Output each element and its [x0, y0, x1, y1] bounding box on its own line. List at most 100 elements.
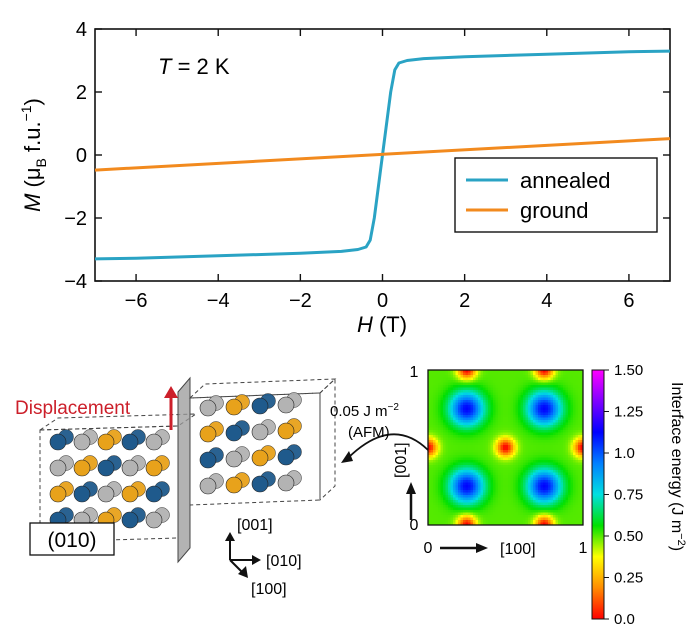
heatmap-cells: [428, 370, 583, 525]
heatmap-cell: [450, 415, 454, 418]
heatmap-cell: [568, 445, 571, 448]
heatmap-cell: [533, 392, 536, 396]
heatmap-cell: [465, 522, 469, 525]
heatmap-cell: [480, 422, 484, 426]
heatmap-cell: [480, 370, 484, 373]
heatmap-cell: [520, 400, 524, 403]
heatmap-cell: [450, 377, 454, 381]
heatmap-cell: [455, 390, 459, 393]
heatmap-cell: [438, 497, 441, 501]
heatmap-cell: [525, 400, 529, 403]
heatmap-cell: [555, 467, 559, 471]
heatmap-cell: [460, 462, 464, 466]
heatmap-cell: [523, 442, 526, 446]
heatmap-cell: [445, 380, 449, 383]
heatmap-cell: [438, 472, 441, 476]
heatmap-cell: [463, 505, 466, 508]
heatmap-cell: [465, 442, 469, 446]
heatmap-cell: [555, 502, 559, 506]
heatmap-cell: [513, 447, 516, 451]
heatmap-cell: [560, 412, 564, 416]
heatmap-cell: [510, 420, 514, 423]
heatmap-cell: [490, 372, 494, 376]
heatmap-cell: [575, 485, 579, 488]
heatmap-cell: [560, 430, 564, 433]
heatmap-cell: [465, 427, 469, 431]
heatmap-cell: [470, 405, 474, 408]
heatmap-cell: [438, 452, 441, 456]
heatmap-cell: [453, 455, 456, 458]
heatmap-cell: [530, 482, 534, 486]
heatmap-cell: [505, 430, 509, 433]
heatmap-cell: [533, 490, 536, 493]
heatmap-cell: [448, 497, 451, 501]
heatmap-cell: [508, 435, 511, 438]
heatmap-cell: [573, 485, 576, 488]
heatmap-cell: [468, 377, 471, 381]
heatmap-cell: [440, 505, 444, 508]
heatmap-cell: [463, 487, 466, 491]
heatmap-cell: [473, 445, 476, 448]
heatmap-cell: [545, 520, 549, 523]
heatmap-cell: [508, 380, 511, 383]
heatmap-cell: [500, 520, 504, 523]
heatmap-cell: [500, 407, 504, 411]
heatmap-cell: [475, 447, 479, 451]
heatmap-cell: [445, 492, 449, 496]
heatmap-cell: [533, 452, 536, 456]
heatmap-cell: [495, 507, 499, 511]
heatmap-cell: [435, 522, 439, 525]
heatmap-cell: [433, 482, 436, 486]
heatmap-cell: [573, 520, 576, 523]
heatmap-cell: [445, 505, 449, 508]
heatmap-cell: [453, 395, 456, 398]
heatmap-cell: [555, 490, 559, 493]
x-tick-label: 0: [377, 290, 388, 312]
heatmap-cell: [520, 410, 524, 413]
heatmap-cell: [555, 507, 559, 511]
heatmap-cell: [523, 452, 526, 456]
heatmap-cell: [428, 440, 431, 443]
heatmap-cell: [435, 420, 439, 423]
heatmap-cell: [543, 380, 546, 383]
heatmap-cell: [550, 522, 554, 525]
heatmap-cell: [543, 435, 546, 438]
heatmap-cell: [443, 370, 446, 373]
heatmap-cell: [508, 407, 511, 411]
heatmap-cell: [538, 432, 541, 436]
heatmap-cell: [508, 417, 511, 421]
heatmap-cell: [443, 445, 446, 448]
heatmap-cell: [480, 427, 484, 431]
heatmap-cell: [478, 412, 481, 416]
heatmap-cell: [448, 370, 451, 373]
heatmap-cell: [433, 452, 436, 456]
heatmap-cell: [455, 457, 459, 461]
heatmap-cell: [428, 382, 431, 386]
heatmap-cell: [428, 457, 431, 461]
heatmap-cell: [453, 405, 456, 408]
heatmap-cell: [558, 417, 561, 421]
heatmap-cell: [510, 397, 514, 401]
heatmap-cell: [558, 430, 561, 433]
heatmap-cell: [580, 375, 583, 378]
heatmap-cell: [478, 517, 481, 521]
heatmap-cell: [563, 515, 566, 518]
heatmap-cell: [485, 487, 489, 491]
heatmap-cell: [460, 455, 464, 458]
heatmap-cell: [533, 370, 536, 373]
heatmap-cell: [490, 452, 494, 456]
heatmap-cell: [480, 490, 484, 493]
heatmap-cell: [475, 432, 479, 436]
heatmap-cell: [433, 427, 436, 431]
heatmap-cell: [488, 455, 491, 458]
heatmap-cell: [428, 512, 431, 516]
heatmap-cell: [543, 400, 546, 403]
heatmap-cell: [568, 492, 571, 496]
heatmap-cell: [465, 392, 469, 396]
heatmap-cell: [568, 425, 571, 428]
heatmap-cell: [430, 485, 434, 488]
heatmap-cell: [460, 432, 464, 436]
heatmap-cell: [490, 425, 494, 428]
heatmap-cell: [520, 455, 524, 458]
heatmap-cell: [563, 502, 566, 506]
